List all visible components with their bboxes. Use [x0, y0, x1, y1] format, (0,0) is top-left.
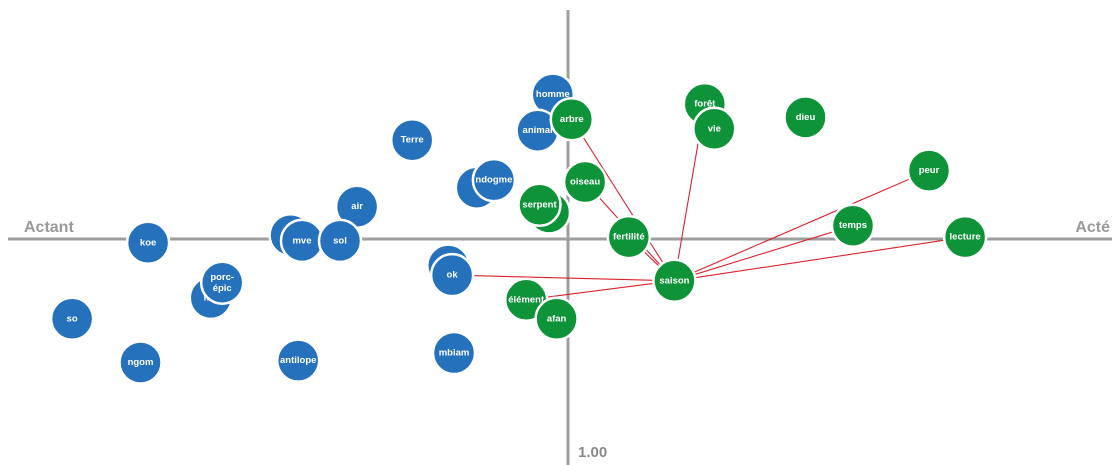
node-so-14: so	[49, 296, 95, 342]
node-label: ngom	[128, 357, 154, 368]
node-circle	[517, 182, 562, 228]
node-label: antilope	[280, 355, 316, 366]
node-afan-30: afan	[534, 296, 579, 342]
node-circle	[49, 296, 95, 342]
node-dieu-21: dieu	[783, 95, 828, 140]
node-ndogme-4: ndogme	[471, 157, 517, 203]
node-circle	[692, 106, 737, 152]
node-circle	[783, 95, 828, 140]
nodes-layer: hommeanimalTerreendogmeairnmvesolkoeokmb…	[49, 72, 988, 385]
node-label: air	[351, 201, 363, 212]
node-label: so	[67, 313, 78, 324]
node-fertilit-25: fertilité	[606, 214, 652, 260]
node-circle	[317, 218, 363, 264]
node-circle	[389, 117, 435, 163]
node-circle	[118, 340, 163, 385]
node-arbre-18: arbre	[549, 97, 595, 142]
node-circle	[275, 338, 321, 383]
node-label: mve	[292, 235, 311, 246]
node-label: mbiam	[439, 348, 470, 359]
node-label: temps	[839, 220, 867, 231]
node-label: lecture	[950, 232, 981, 243]
node-vie-20: vie	[692, 106, 737, 152]
node-circle	[471, 157, 517, 203]
node-label: serpent	[522, 199, 557, 210]
link-lecture-6	[674, 236, 966, 282]
node-antilope-16: antilope	[275, 338, 321, 383]
node-oiseau-22: oiseau	[562, 159, 608, 205]
axis-label-left: Actant	[24, 219, 74, 236]
node-circle	[431, 330, 477, 376]
node-label: dieu	[796, 112, 816, 123]
node-circle	[562, 159, 608, 205]
node-label: ndogme	[475, 175, 512, 186]
node-circle	[199, 260, 245, 305]
node-label: peur	[919, 165, 940, 176]
link-temps-5	[674, 225, 854, 282]
node-label: vie	[708, 123, 721, 134]
node-ngom-15: ngom	[118, 340, 163, 385]
node-circle	[942, 214, 988, 260]
node-label: forêt	[694, 99, 716, 110]
node-peur-26: peur	[906, 148, 952, 193]
node-circle	[906, 148, 952, 193]
node-mve-7: mve	[279, 218, 325, 264]
node-label: fertilité	[613, 232, 645, 243]
node-label: sol	[333, 235, 347, 246]
node-label: arbre	[560, 114, 584, 125]
node-circle	[534, 296, 579, 342]
scale-label: 1.00	[578, 444, 607, 461]
node-highlight: saison	[652, 258, 697, 304]
node-circle	[125, 220, 171, 266]
node-circle	[429, 252, 475, 298]
links-layer	[452, 104, 966, 301]
node-label: animal	[523, 125, 553, 136]
node-circle	[549, 97, 595, 142]
node-sol-8: sol	[317, 218, 363, 264]
node-label: koe	[140, 237, 156, 248]
link-peur-4	[674, 170, 930, 282]
axis-label-right: Acté	[1075, 219, 1110, 236]
node-circle	[830, 203, 876, 248]
node-label: saison	[659, 275, 689, 286]
node-label: afan	[547, 313, 567, 324]
node-label: oiseau	[570, 177, 600, 188]
node-circle	[652, 258, 697, 304]
node-ok-11: ok	[429, 252, 475, 298]
node-label: élément	[508, 294, 545, 305]
node-lecture-28: lecture	[942, 214, 988, 260]
node-circle	[606, 214, 652, 260]
node-temps-27: temps	[830, 203, 876, 248]
node-label: porc-épic	[210, 272, 234, 294]
link-l-ment-8	[526, 280, 675, 301]
node-terre-2: Terre	[389, 117, 435, 163]
link-ok-7	[452, 274, 675, 282]
node-serpent-24: serpent	[517, 182, 562, 228]
node-label: Terre	[401, 135, 424, 146]
node-label: ok	[447, 270, 459, 281]
node-mbiam-17: mbiam	[431, 330, 477, 376]
link-arbre-0	[571, 119, 675, 282]
node-label: homme	[536, 89, 570, 100]
node-koe-9: koe	[125, 220, 171, 266]
node-porc-pic-13: porc-épic	[199, 260, 245, 305]
